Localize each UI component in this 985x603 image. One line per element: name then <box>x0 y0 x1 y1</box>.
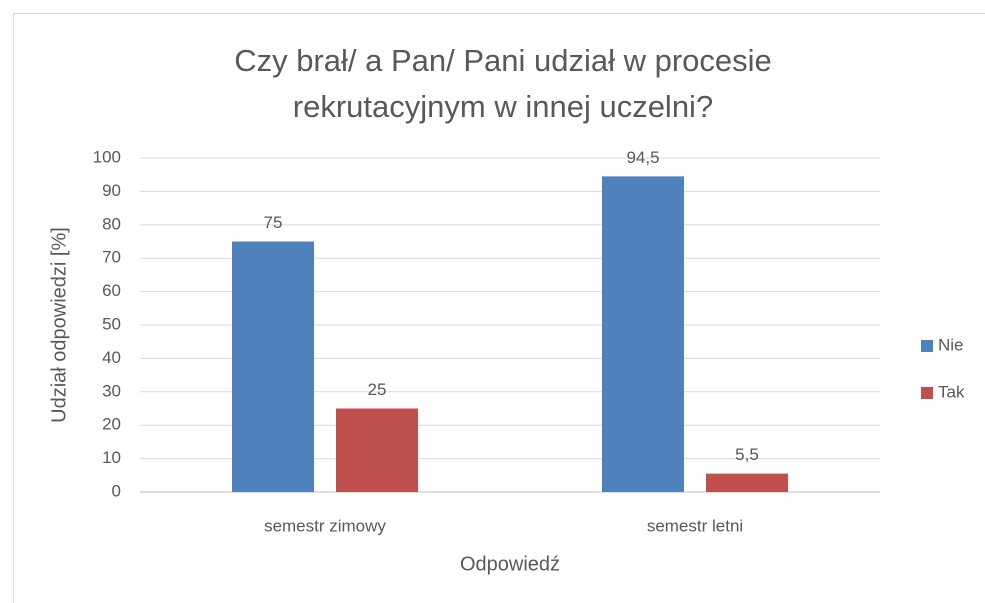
y-tick-label: 50 <box>102 314 121 333</box>
legend-swatch <box>921 340 933 352</box>
y-axis-label: Udział odpowiedzi [%] <box>48 227 70 423</box>
value-label: 25 <box>368 380 387 399</box>
y-tick-label: 100 <box>93 147 121 166</box>
y-tick-label: 60 <box>102 281 121 300</box>
y-tick-label: 0 <box>112 481 121 500</box>
legend-label: Tak <box>938 382 965 401</box>
bar <box>706 473 788 492</box>
chart-border <box>13 13 985 603</box>
value-label: 75 <box>264 213 283 232</box>
y-tick-label: 90 <box>102 181 121 200</box>
y-tick-label: 40 <box>102 348 121 367</box>
bar <box>336 408 418 492</box>
x-axis-label: Odpowiedź <box>460 553 560 575</box>
value-label: 94,5 <box>626 148 659 167</box>
y-tick-label: 20 <box>102 415 121 434</box>
x-tick-label: semestr zimowy <box>264 516 386 535</box>
x-tick-label: semestr letni <box>647 516 743 535</box>
y-tick-label: 10 <box>102 448 121 467</box>
legend-label: Nie <box>938 335 964 354</box>
y-tick-label: 70 <box>102 248 121 267</box>
chart-title: rekrutacyjnym w innej uczelni? <box>293 89 713 124</box>
chart-title: Czy brał/ a Pan/ Pani udział w procesie <box>234 43 772 78</box>
legend-swatch <box>921 387 933 399</box>
bar <box>232 241 314 492</box>
y-tick-label: 30 <box>102 381 121 400</box>
y-tick-label: 80 <box>102 214 121 233</box>
bar <box>602 176 684 492</box>
value-label: 5,5 <box>735 445 759 464</box>
